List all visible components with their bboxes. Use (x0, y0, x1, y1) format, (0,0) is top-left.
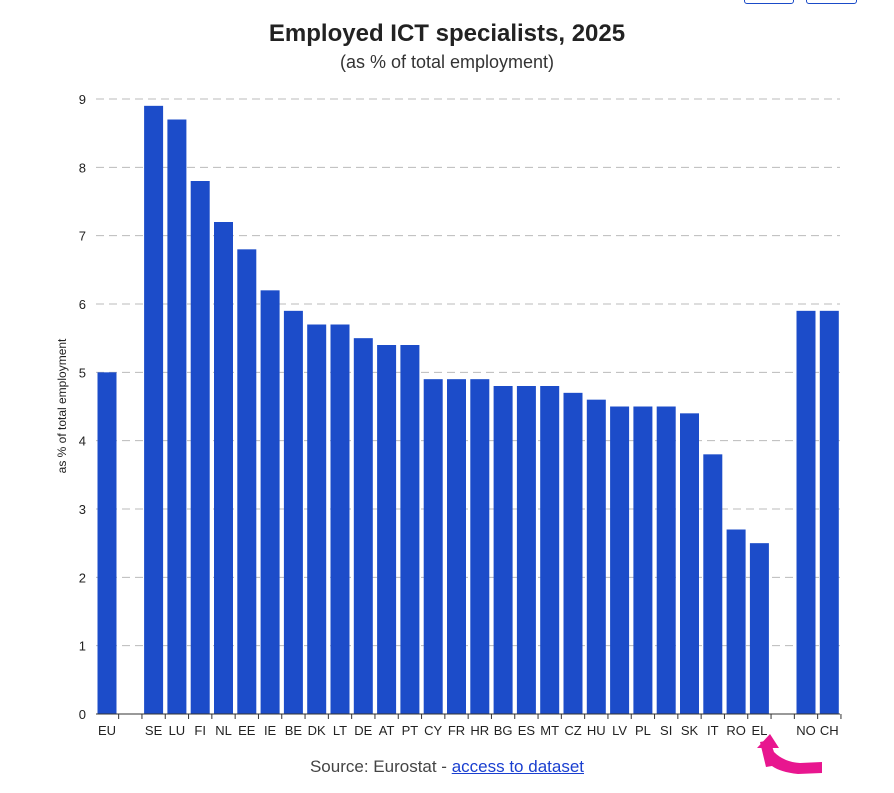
toolbar-button[interactable] (806, 0, 857, 4)
x-tick-label: FI (194, 723, 206, 738)
bar-lt[interactable] (330, 324, 350, 715)
bar-nl[interactable] (214, 222, 233, 714)
x-tick-label: EE (238, 723, 256, 738)
toolbar-button[interactable] (744, 0, 794, 4)
x-tick-label: FR (448, 723, 465, 738)
bar-ee[interactable] (237, 249, 257, 715)
x-tick-label: LU (169, 723, 186, 738)
x-tick-label: RO (726, 723, 746, 738)
bar-cy[interactable] (423, 379, 443, 714)
x-tick-label: SK (681, 723, 699, 738)
bar-mt[interactable] (540, 386, 560, 714)
x-tick-label: CH (820, 723, 839, 738)
bar-it[interactable] (703, 454, 723, 714)
bar-be[interactable] (283, 310, 303, 714)
x-tick-label: PL (635, 723, 651, 738)
x-tick-label: IE (264, 723, 277, 738)
x-tick-label: LT (333, 723, 347, 738)
source-note: Source: Eurostat - access to dataset (0, 757, 894, 777)
x-tick-label: HU (587, 723, 606, 738)
x-tick-label: DE (354, 723, 372, 738)
bar-eu[interactable] (97, 372, 117, 714)
x-tick-label: NL (215, 723, 232, 738)
x-tick-label: CY (424, 723, 442, 738)
y-tick-label: 0 (79, 707, 86, 722)
y-tick-label: 2 (79, 570, 86, 585)
bar-dk[interactable] (307, 324, 327, 715)
source-text: Source: Eurostat - (309, 757, 452, 776)
bar-at[interactable] (377, 345, 397, 714)
bar-fr[interactable] (447, 379, 466, 714)
bar-ch[interactable] (819, 310, 839, 714)
y-tick-label: 8 (79, 160, 86, 175)
bar-si[interactable] (656, 406, 676, 715)
curved-arrow-icon (757, 734, 822, 774)
x-tick-label: BE (285, 723, 303, 738)
bar-se[interactable] (144, 105, 164, 715)
x-tick-label: MT (540, 723, 559, 738)
chart-subtitle: (as % of total employment) (339, 52, 555, 72)
bar-es[interactable] (516, 386, 536, 714)
bar-cz[interactable] (563, 392, 583, 714)
bar-fi[interactable] (190, 181, 210, 714)
bar-lu[interactable] (167, 119, 187, 715)
x-tick-label: AT (379, 723, 395, 738)
bar-lv[interactable] (610, 406, 630, 715)
bar-ro[interactable] (726, 529, 746, 715)
y-tick-label: 5 (79, 365, 86, 380)
y-tick-label: 9 (79, 92, 86, 107)
x-tick-label: LV (612, 723, 627, 738)
x-tick-label: SI (660, 723, 672, 738)
x-tick-label: EU (98, 723, 116, 738)
x-tick-label: DK (308, 723, 326, 738)
bar-no[interactable] (796, 310, 816, 714)
bar-hu[interactable] (586, 399, 606, 714)
x-tick-label: CZ (564, 723, 581, 738)
y-axis-label: as % of total employment (55, 338, 69, 473)
x-tick-label: IT (707, 723, 719, 738)
x-tick-label: NO (796, 723, 816, 738)
x-tick-label: PT (402, 723, 419, 738)
bar-hr[interactable] (470, 379, 490, 714)
bar-pt[interactable] (400, 345, 420, 714)
y-tick-label: 4 (79, 434, 86, 449)
x-tick-label: ES (518, 723, 536, 738)
access-dataset-link[interactable]: access to dataset (451, 757, 585, 776)
x-tick-label: EL (751, 723, 767, 738)
bar-de[interactable] (353, 338, 373, 714)
x-tick-label: HR (470, 723, 489, 738)
bar-el[interactable] (749, 543, 769, 714)
chart-title: Employed ICT specialists, 2025 (268, 20, 626, 47)
y-tick-label: 3 (79, 502, 86, 517)
bar-ie[interactable] (260, 290, 280, 714)
bar-sk[interactable] (680, 413, 699, 714)
bar-pl[interactable] (633, 406, 653, 715)
x-tick-label: SE (145, 723, 163, 738)
x-tick-label: BG (494, 723, 513, 738)
y-tick-label: 1 (79, 639, 86, 654)
bar-bg[interactable] (493, 386, 513, 714)
y-tick-label: 7 (79, 229, 86, 244)
y-tick-label: 6 (79, 297, 86, 312)
